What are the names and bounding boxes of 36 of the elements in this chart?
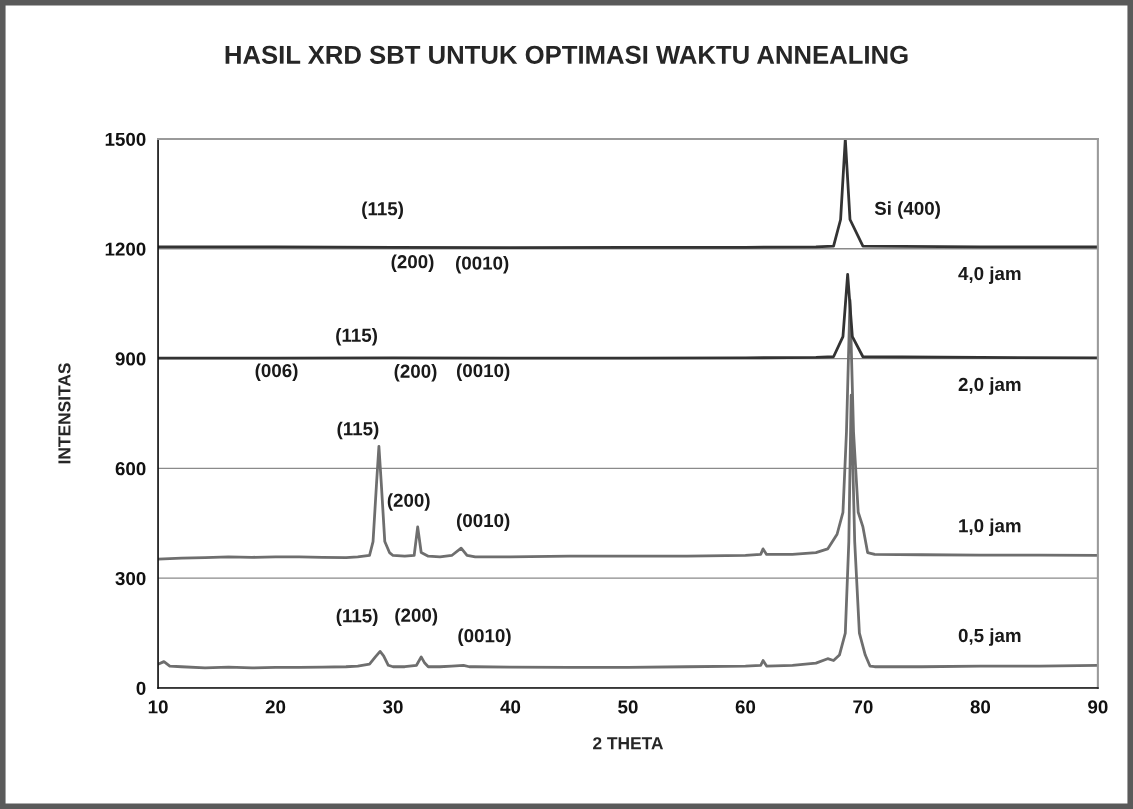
annotation: (115): [336, 328, 377, 346]
chart-title: HASIL XRD SBT UNTUK OPTIMASI WAKTU ANNEALING: [225, 45, 908, 64]
annotation: (0010): [455, 255, 509, 274]
x-axis-title: 2 THETA: [593, 737, 664, 750]
annotation: (115): [336, 608, 378, 627]
annotation: (0010): [456, 363, 510, 381]
y-tick-label: 600: [115, 462, 146, 476]
annotation: (0010): [456, 513, 510, 531]
annotation: (0010): [458, 628, 511, 647]
y-axis-title: INTENSITAS: [58, 363, 71, 464]
annotation: (200): [391, 254, 434, 273]
x-tick-label: 90: [1088, 700, 1108, 714]
annotation: (115): [362, 201, 403, 220]
x-tick-label: 30: [383, 700, 403, 714]
x-tick-label: 50: [618, 700, 638, 714]
annotation: Si (400): [874, 201, 940, 219]
annotation: (115): [337, 421, 379, 440]
series-label: 0,5 jam: [958, 628, 1021, 646]
y-tick-label: 1500: [105, 132, 146, 146]
x-tick-label: 60: [735, 700, 756, 714]
annotation: (006): [255, 363, 298, 381]
annotation: (200): [394, 364, 437, 382]
x-tick-label: 20: [265, 700, 286, 714]
y-tick-label: 1200: [105, 242, 146, 256]
annotation: (200): [387, 493, 430, 511]
x-tick-label: 10: [148, 700, 168, 714]
series-label: 4,0 jam: [958, 266, 1021, 284]
y-tick-label: 900: [115, 352, 146, 366]
series-label: 2,0 jam: [958, 377, 1021, 395]
x-tick-label: 80: [970, 700, 991, 714]
y-tick-label: 300: [115, 571, 146, 586]
x-tick-label: 40: [500, 700, 521, 714]
y-tick-label: 0: [136, 681, 146, 695]
x-tick-label: 70: [853, 700, 873, 714]
series-label: 1,0 jam: [959, 518, 1021, 537]
annotation: (200): [395, 608, 438, 626]
